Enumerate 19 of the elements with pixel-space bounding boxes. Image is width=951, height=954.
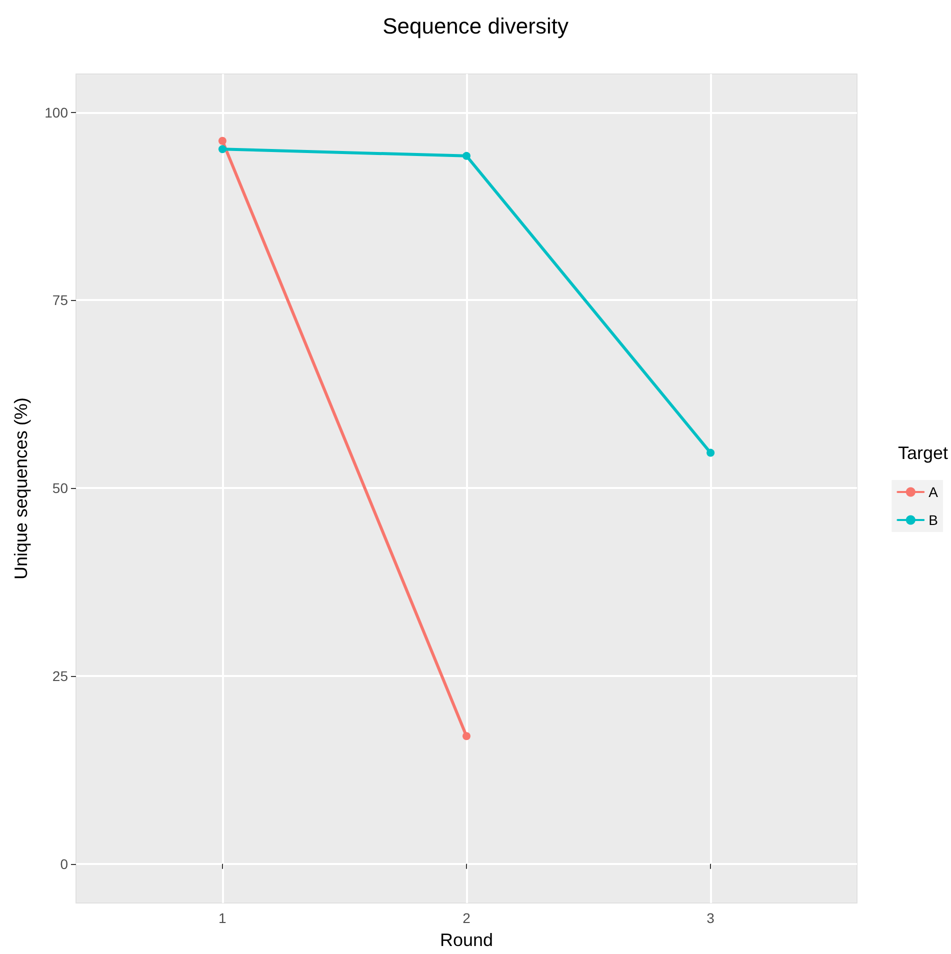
point — [218, 145, 226, 154]
y-tick-label: 75 — [52, 292, 68, 308]
point — [462, 732, 470, 740]
point — [218, 136, 226, 145]
legend-label: B — [928, 512, 938, 528]
y-tick-label: 25 — [52, 668, 68, 684]
x-tick-label: 1 — [218, 910, 227, 926]
x-tick-label: 3 — [706, 910, 715, 926]
point — [462, 152, 470, 160]
legend-label: A — [928, 484, 939, 500]
chart-title: Sequence diversity — [382, 14, 568, 38]
x-tick-label: 2 — [462, 910, 471, 926]
point — [706, 448, 715, 457]
legend-title: Target — [898, 443, 948, 463]
y-tick-label: 0 — [60, 856, 68, 872]
y-axis-title: Unique sequences (%) — [11, 397, 31, 580]
x-axis-title: Round — [440, 930, 494, 950]
y-tick-label: 100 — [44, 104, 68, 120]
y-tick-label: 50 — [52, 480, 68, 496]
